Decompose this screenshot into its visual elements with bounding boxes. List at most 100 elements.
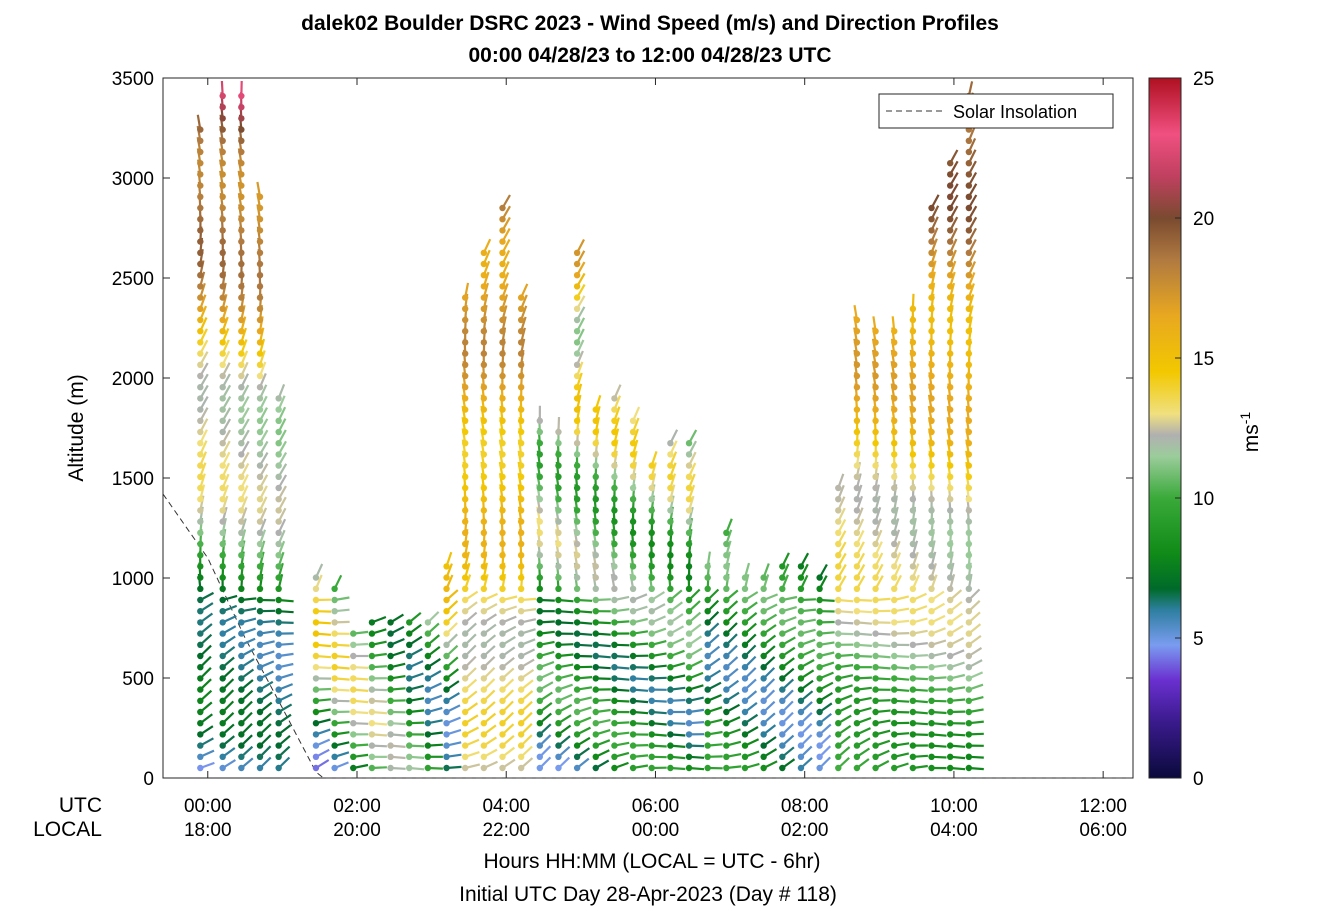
wind-barb-point <box>219 361 226 368</box>
wind-barb-point <box>219 630 226 637</box>
wind-barb-point <box>387 753 394 760</box>
wind-barb-point <box>592 708 599 716</box>
legend-label: Solar Insolation <box>953 102 1077 122</box>
wind-barb-point <box>480 686 488 693</box>
wind-barb-point <box>946 697 954 704</box>
wind-barb-point <box>816 697 823 704</box>
wind-barb-point <box>741 753 749 760</box>
wind-barb-point <box>741 608 749 615</box>
wind-barb-point <box>667 675 674 682</box>
wind-barb-point <box>536 608 544 615</box>
wind-barb-point <box>219 462 226 469</box>
wind-barb-point <box>499 720 506 727</box>
wind-barb-point <box>256 518 264 525</box>
wind-barb-point <box>536 507 544 514</box>
wind-barb-point <box>219 764 226 772</box>
wind-barb-point <box>555 440 562 447</box>
wind-barb-point <box>461 417 469 424</box>
wind-barb-point <box>331 720 338 727</box>
wind-barb-point <box>909 440 917 447</box>
wind-barb-point <box>197 148 204 156</box>
wind-barb-point <box>406 731 413 738</box>
wind-barb-point <box>685 451 693 458</box>
wind-barb-point <box>946 507 954 514</box>
wind-barb-point <box>256 227 264 234</box>
wind-barb-point <box>667 574 674 581</box>
wind-barb-point <box>219 753 226 760</box>
wind-barb-point <box>238 104 245 111</box>
wind-barb-point <box>891 540 898 548</box>
wind-barb-point <box>238 126 245 133</box>
wind-barb-point <box>928 484 935 492</box>
wind-barb-point <box>256 708 264 716</box>
wind-barb-point <box>853 619 861 626</box>
wind-barb-point <box>965 395 973 402</box>
wind-barb-point <box>238 507 245 514</box>
wind-barb-point <box>312 675 320 682</box>
wind-barb-point <box>461 361 469 368</box>
wind-barb-point <box>219 283 226 290</box>
wind-barb-point <box>611 630 618 637</box>
wind-barb-point <box>197 204 204 212</box>
wind-barb-point <box>946 372 954 380</box>
wind-barb-point <box>891 731 898 738</box>
wind-barb-point <box>480 249 488 256</box>
wind-barb-point <box>256 350 264 357</box>
wind-barb-point <box>723 652 730 660</box>
wind-barb-point <box>704 697 711 704</box>
wind-barb-point <box>219 148 226 156</box>
wind-barb-point <box>238 652 245 660</box>
wind-barb-point <box>480 372 488 380</box>
wind-barb-point <box>312 731 320 738</box>
wind-barb-point <box>573 440 581 447</box>
wind-barb-point <box>219 619 226 626</box>
wind-barb-point <box>797 641 805 648</box>
wind-barb-point <box>891 630 898 637</box>
wind-barb-point <box>611 641 618 648</box>
wind-barb-point <box>256 720 264 727</box>
wind-barb-point <box>536 630 544 637</box>
wind-barb-point <box>238 720 245 727</box>
wind-barb-point <box>946 171 954 178</box>
wind-barb-point <box>312 708 320 716</box>
wind-barb-point <box>238 596 245 604</box>
wind-barb-point <box>536 529 544 536</box>
wind-barb-point <box>797 630 805 637</box>
wind-barb-point <box>965 619 973 626</box>
wind-barb-point <box>573 451 581 458</box>
wind-barb-point <box>965 305 973 312</box>
wind-barb-point <box>965 720 973 727</box>
wind-barb-point <box>517 596 525 604</box>
wind-barb-point <box>461 294 469 301</box>
wind-barb-point <box>517 619 525 626</box>
wind-barb-point <box>872 675 879 682</box>
wind-barb-point <box>946 328 954 335</box>
wind-barb-point <box>499 619 506 626</box>
wind-barb-point <box>685 697 693 704</box>
wind-barb-point <box>741 585 749 592</box>
wind-barb-point <box>517 697 525 704</box>
wind-barb-point <box>424 742 432 749</box>
wind-barb-point <box>779 675 786 682</box>
wind-barb-point <box>909 316 917 324</box>
wind-barb-point <box>238 462 245 469</box>
wind-barb-point <box>555 451 562 458</box>
wind-barb-point <box>741 686 749 693</box>
wind-barb-point <box>499 328 506 335</box>
wind-barb-point <box>197 686 204 693</box>
wind-barb-point <box>499 216 506 223</box>
wind-barb-point <box>704 574 711 581</box>
wind-barb-point <box>573 339 581 346</box>
wind-barb-point <box>238 496 245 503</box>
wind-barb-point <box>573 552 581 559</box>
wind-barb-point <box>685 652 693 660</box>
wind-barb-point <box>555 552 562 559</box>
wind-barb-point <box>909 417 917 424</box>
x-tick-label-local: 04:00 <box>930 820 978 841</box>
wind-barb-point <box>312 686 320 693</box>
wind-barb-point <box>816 764 823 772</box>
wind-barb-point <box>611 518 618 525</box>
wind-barb-point <box>629 731 637 738</box>
wind-barb-point <box>499 350 506 357</box>
wind-barb-point <box>928 204 935 212</box>
